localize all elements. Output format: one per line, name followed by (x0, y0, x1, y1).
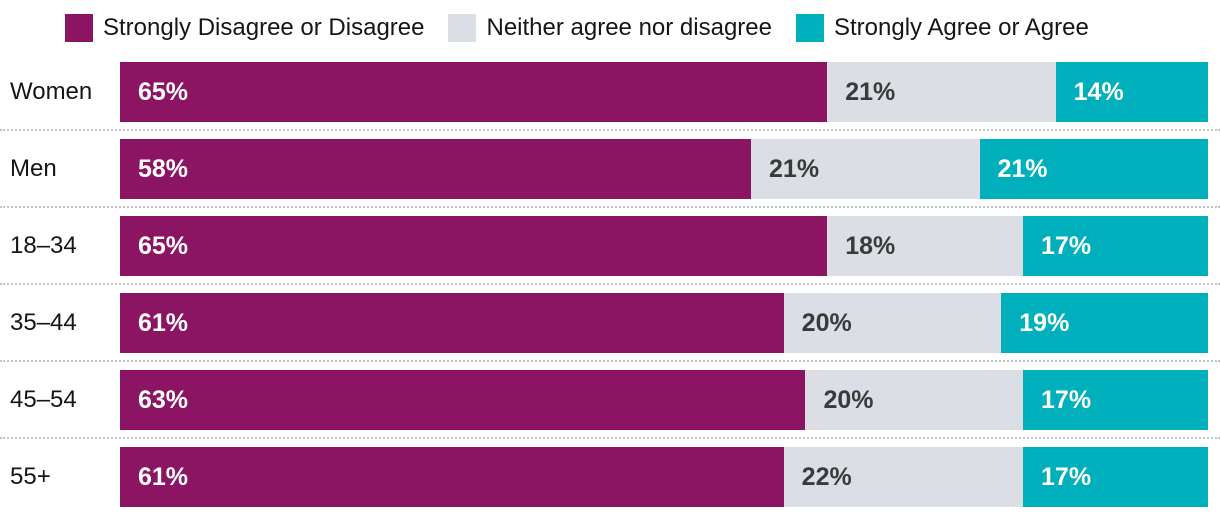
legend-swatch-neither (448, 14, 477, 42)
category-label: 55+ (10, 463, 51, 490)
bar-segment: 17% (1023, 370, 1208, 430)
stacked-bar-chart: Women 65% 21% 14% Men 58% 21% 21% 18–34 65% 18% 17%… (0, 62, 1220, 507)
chart-row: Men 58% 21% 21% (0, 139, 1220, 208)
segment-value-label: 21% (769, 154, 820, 183)
segment-value-label: 22% (801, 462, 852, 491)
bar-segment: 21% (827, 62, 1056, 122)
category-label: Women (10, 78, 93, 105)
chart-row: 35–44 61% 20% 19% (0, 293, 1220, 362)
stacked-bar: 61% 22% 17% (120, 447, 1208, 507)
segment-value-label: 21% (997, 154, 1048, 183)
segment-value-label: 20% (801, 308, 852, 337)
legend-item-strongly-agree: Strongly Agree or Agree (796, 14, 1089, 42)
bar-segment: 61% (120, 447, 784, 507)
bar-segment: 65% (120, 216, 828, 276)
segment-value-label: 61% (138, 462, 189, 491)
segment-value-label: 14% (1073, 77, 1124, 106)
legend-label: Strongly Disagree or Disagree (103, 14, 425, 41)
legend-swatch-strongly-disagree (65, 14, 93, 42)
segment-value-label: 18% (845, 231, 896, 260)
bar-segment: 22% (783, 447, 1024, 507)
bar-segment: 18% (827, 216, 1024, 276)
chart-row: 18–34 65% 18% 17% (0, 216, 1220, 285)
legend-label: Strongly Agree or Agree (834, 14, 1089, 41)
bar-segment: 17% (1023, 216, 1208, 276)
bar-segment: 19% (1001, 293, 1208, 353)
segment-value-label: 17% (1041, 385, 1092, 414)
stacked-bar: 65% 21% 14% (120, 62, 1208, 122)
chart-row: 55+ 61% 22% 17% (0, 447, 1220, 507)
segment-value-label: 20% (823, 385, 874, 414)
bar-segment: 14% (1055, 62, 1208, 122)
segment-value-label: 65% (138, 231, 189, 260)
legend-swatch-strongly-agree (796, 14, 824, 42)
segment-value-label: 65% (138, 77, 189, 106)
segment-value-label: 17% (1041, 462, 1092, 491)
bar-segment: 21% (979, 139, 1208, 199)
bar-segment: 21% (751, 139, 980, 199)
category-label: 18–34 (10, 232, 77, 259)
stacked-bar: 61% 20% 19% (120, 293, 1208, 353)
segment-value-label: 17% (1041, 231, 1092, 260)
segment-value-label: 21% (845, 77, 896, 106)
legend-item-strongly-disagree: Strongly Disagree or Disagree (65, 14, 424, 42)
legend: Strongly Disagree or Disagree Neither ag… (65, 14, 1220, 42)
segment-value-label: 19% (1019, 308, 1070, 337)
bar-segment: 61% (120, 293, 784, 353)
legend-item-neither: Neither agree nor disagree (448, 14, 772, 42)
bar-segment: 20% (783, 293, 1002, 353)
bar-segment: 58% (120, 139, 752, 199)
legend-label: Neither agree nor disagree (486, 14, 772, 41)
category-label: Men (10, 155, 57, 182)
bar-segment: 65% (120, 62, 828, 122)
bar-segment: 20% (805, 370, 1024, 430)
segment-value-label: 58% (138, 154, 189, 183)
category-label: 45–54 (10, 386, 77, 413)
stacked-bar: 58% 21% 21% (120, 139, 1208, 199)
chart-row: Women 65% 21% 14% (0, 62, 1220, 131)
category-label: 35–44 (10, 309, 77, 336)
chart-rows: Women 65% 21% 14% Men 58% 21% 21% 18–34 65% 18% 17%… (0, 62, 1220, 507)
bar-segment: 17% (1023, 447, 1208, 507)
chart-row: 45–54 63% 20% 17% (0, 370, 1220, 439)
bar-segment: 63% (120, 370, 806, 430)
segment-value-label: 63% (138, 385, 189, 414)
segment-value-label: 61% (138, 308, 189, 337)
stacked-bar: 65% 18% 17% (120, 216, 1208, 276)
stacked-bar: 63% 20% 17% (120, 370, 1208, 430)
